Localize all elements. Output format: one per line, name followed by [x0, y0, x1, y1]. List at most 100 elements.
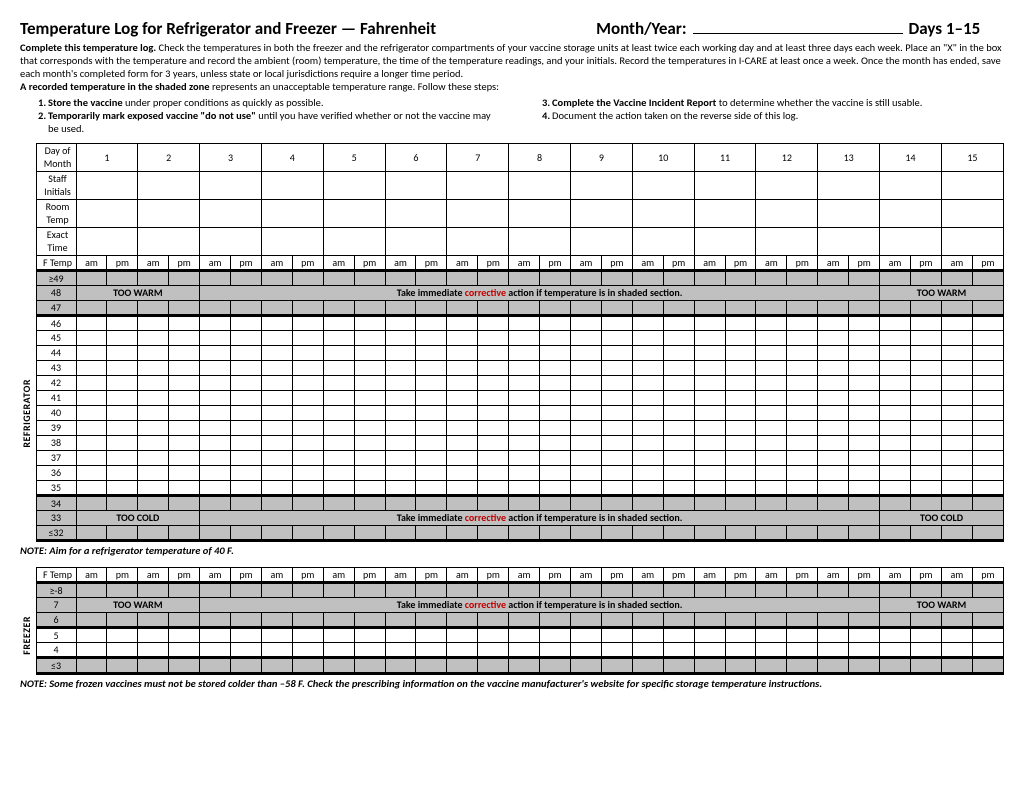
log-cell[interactable]: [354, 360, 385, 375]
log-cell[interactable]: [261, 300, 292, 315]
log-cell[interactable]: [941, 360, 972, 375]
log-cell[interactable]: [818, 315, 849, 330]
log-cell[interactable]: [694, 227, 756, 255]
log-cell[interactable]: [880, 360, 911, 375]
log-cell[interactable]: [447, 375, 478, 390]
log-cell[interactable]: [910, 390, 941, 405]
log-cell[interactable]: [416, 525, 447, 540]
log-cell[interactable]: [818, 345, 849, 360]
log-cell[interactable]: [725, 642, 756, 657]
log-cell[interactable]: [231, 435, 262, 450]
log-cell[interactable]: [323, 360, 354, 375]
log-cell[interactable]: [880, 345, 911, 360]
log-cell[interactable]: [972, 465, 1003, 480]
log-cell[interactable]: [632, 405, 663, 420]
log-cell[interactable]: [231, 360, 262, 375]
log-cell[interactable]: [540, 345, 571, 360]
log-cell[interactable]: [354, 420, 385, 435]
log-cell[interactable]: [385, 390, 416, 405]
log-cell[interactable]: [261, 612, 292, 627]
log-cell[interactable]: [756, 465, 787, 480]
log-cell[interactable]: [76, 171, 138, 199]
log-cell[interactable]: [138, 582, 169, 597]
log-cell[interactable]: [385, 227, 447, 255]
log-cell[interactable]: [169, 315, 200, 330]
log-cell[interactable]: [972, 435, 1003, 450]
log-cell[interactable]: [323, 300, 354, 315]
log-cell[interactable]: [323, 390, 354, 405]
log-cell[interactable]: [632, 480, 663, 495]
log-cell[interactable]: [385, 270, 416, 285]
log-cell[interactable]: [663, 582, 694, 597]
log-cell[interactable]: [138, 657, 169, 673]
log-cell[interactable]: [632, 420, 663, 435]
log-cell[interactable]: [663, 330, 694, 345]
log-cell[interactable]: [849, 582, 880, 597]
log-cell[interactable]: [323, 270, 354, 285]
log-cell[interactable]: [571, 227, 633, 255]
log-cell[interactable]: [540, 450, 571, 465]
log-cell[interactable]: [694, 390, 725, 405]
log-cell[interactable]: [107, 480, 138, 495]
log-cell[interactable]: [509, 642, 540, 657]
log-cell[interactable]: [571, 199, 633, 227]
log-cell[interactable]: [200, 375, 231, 390]
log-cell[interactable]: [138, 525, 169, 540]
log-cell[interactable]: [292, 612, 323, 627]
log-cell[interactable]: [571, 330, 602, 345]
log-cell[interactable]: [261, 360, 292, 375]
log-cell[interactable]: [663, 420, 694, 435]
log-cell[interactable]: [416, 435, 447, 450]
log-cell[interactable]: [849, 315, 880, 330]
log-cell[interactable]: [972, 270, 1003, 285]
log-cell[interactable]: [787, 480, 818, 495]
log-cell[interactable]: [169, 330, 200, 345]
log-cell[interactable]: [231, 300, 262, 315]
log-cell[interactable]: [571, 465, 602, 480]
log-cell[interactable]: [261, 525, 292, 540]
log-cell[interactable]: [941, 465, 972, 480]
log-cell[interactable]: [169, 435, 200, 450]
log-cell[interactable]: [231, 390, 262, 405]
log-cell[interactable]: [571, 405, 602, 420]
log-cell[interactable]: [632, 450, 663, 465]
log-cell[interactable]: [261, 390, 292, 405]
log-cell[interactable]: [632, 171, 694, 199]
log-cell[interactable]: [849, 480, 880, 495]
log-cell[interactable]: [694, 315, 725, 330]
log-cell[interactable]: [76, 199, 138, 227]
log-cell[interactable]: [76, 657, 107, 673]
log-cell[interactable]: [787, 330, 818, 345]
log-cell[interactable]: [231, 450, 262, 465]
log-cell[interactable]: [231, 525, 262, 540]
log-cell[interactable]: [447, 450, 478, 465]
log-cell[interactable]: [292, 405, 323, 420]
log-cell[interactable]: [76, 642, 107, 657]
log-cell[interactable]: [478, 627, 509, 642]
log-cell[interactable]: [292, 642, 323, 657]
log-cell[interactable]: [756, 300, 787, 315]
log-cell[interactable]: [447, 612, 478, 627]
log-cell[interactable]: [756, 375, 787, 390]
log-cell[interactable]: [818, 450, 849, 465]
log-cell[interactable]: [880, 420, 911, 435]
log-cell[interactable]: [910, 375, 941, 390]
log-cell[interactable]: [200, 495, 231, 510]
log-cell[interactable]: [941, 300, 972, 315]
log-cell[interactable]: [76, 420, 107, 435]
log-cell[interactable]: [169, 612, 200, 627]
log-cell[interactable]: [509, 360, 540, 375]
log-cell[interactable]: [725, 420, 756, 435]
log-cell[interactable]: [756, 480, 787, 495]
log-cell[interactable]: [354, 495, 385, 510]
log-cell[interactable]: [323, 330, 354, 345]
log-cell[interactable]: [354, 642, 385, 657]
log-cell[interactable]: [385, 465, 416, 480]
log-cell[interactable]: [509, 657, 540, 673]
log-cell[interactable]: [107, 582, 138, 597]
log-cell[interactable]: [447, 657, 478, 673]
log-cell[interactable]: [540, 375, 571, 390]
log-cell[interactable]: [323, 435, 354, 450]
log-cell[interactable]: [354, 330, 385, 345]
log-cell[interactable]: [385, 435, 416, 450]
